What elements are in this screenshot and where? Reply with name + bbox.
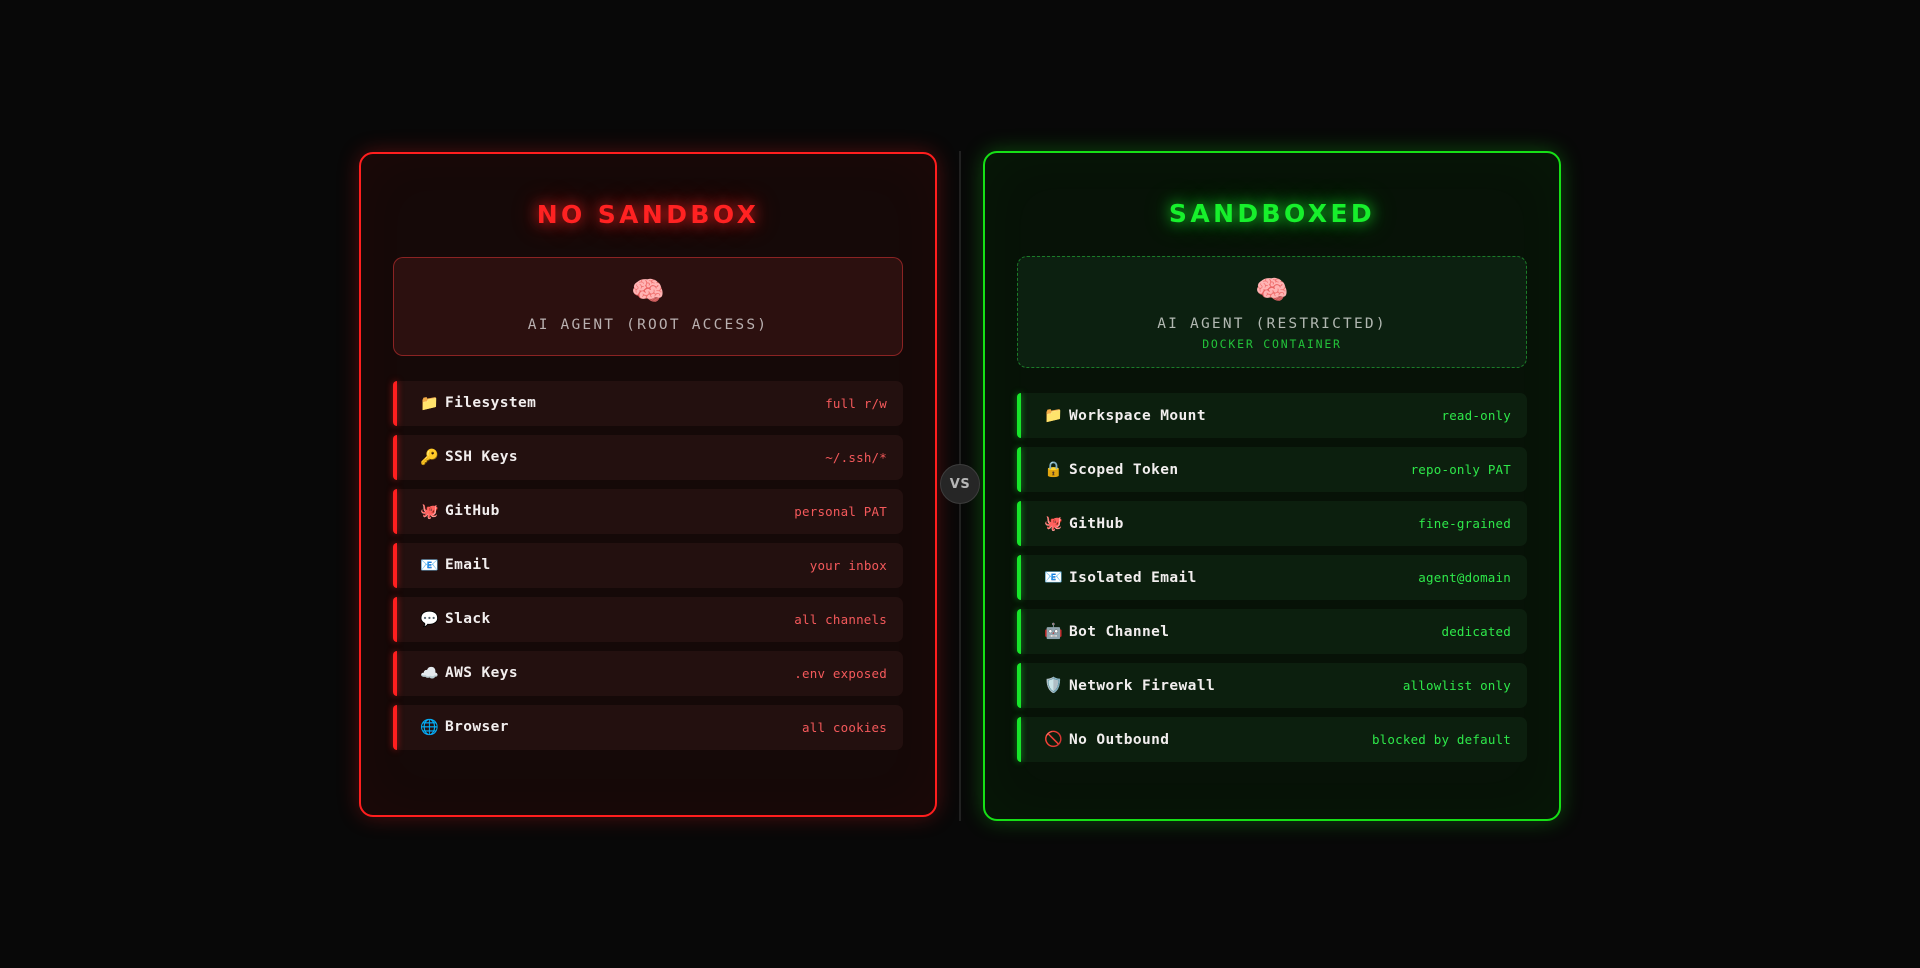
resource-label: GitHub — [1069, 515, 1124, 532]
prohibited-icon: 🚫 — [1044, 730, 1063, 748]
resource-label: Email — [445, 557, 491, 573]
brain-icon: 🧠 — [1255, 275, 1289, 306]
resource-row[interactable]: 🐙 GitHub fine-grained — [1017, 501, 1527, 546]
vs-badge: VS — [940, 464, 980, 504]
resource-value: all cookies — [802, 719, 887, 735]
resource-row[interactable]: 🛡️ Network Firewall allowlist only — [1017, 663, 1527, 708]
resource-row[interactable]: 💬 Slack all channels — [393, 596, 903, 642]
resource-value: personal PAT — [794, 503, 887, 519]
resource-label: Bot Channel — [1069, 623, 1170, 640]
resource-value: .env exposed — [794, 665, 887, 681]
resource-value: ~/.ssh/* — [825, 449, 887, 465]
no-sandbox-title: NO SANDBOX — [536, 199, 760, 229]
sandboxed-agent-box: 🧠 AI AGENT (RESTRICTED) DOCKER CONTAINER — [1017, 256, 1527, 368]
folder-icon: 📁 — [1044, 406, 1063, 424]
resource-value: repo-only PAT — [1410, 462, 1511, 477]
resource-row[interactable]: 🔑 SSH Keys ~/.ssh/* — [393, 434, 903, 480]
resource-value: blocked by default — [1371, 732, 1511, 747]
resource-row[interactable]: 📁 Filesystem full r/w — [393, 380, 903, 426]
resource-row[interactable]: 🤖 Bot Channel dedicated — [1017, 609, 1527, 654]
no-sandbox-panel: NO SANDBOX 🧠 AI AGENT (ROOT ACCESS) 📁 Fil… — [359, 151, 937, 817]
globe-icon: 🌐 — [420, 717, 439, 736]
resource-label: AWS Keys — [445, 665, 519, 681]
octopus-icon: 🐙 — [1044, 514, 1063, 532]
sandboxed-row-list: 📁 Workspace Mount read-only 🔒 Scoped Token re… — [1017, 393, 1527, 762]
cloud-icon: ☁️ — [420, 663, 439, 682]
no-sandbox-agent-box: 🧠 AI AGENT (ROOT ACCESS) — [393, 256, 903, 356]
resource-value: your inbox — [809, 557, 887, 573]
sandboxed-panel: SANDBOXED 🧠 AI AGENT (RESTRICTED) DOCKER… — [983, 151, 1561, 821]
resource-label: SSH Keys — [445, 449, 519, 465]
resource-row[interactable]: 🚫 No Outbound blocked by default — [1017, 717, 1527, 762]
folder-icon: 📁 — [420, 393, 439, 412]
resource-label: Scoped Token — [1069, 461, 1179, 478]
robot-icon: 🤖 — [1044, 622, 1063, 640]
envelope-icon: 📧 — [1044, 568, 1063, 586]
resource-row[interactable]: 📧 Email your inbox — [393, 542, 903, 588]
no-sandbox-agent-label: AI AGENT (ROOT ACCESS) — [527, 316, 769, 333]
resource-label: Network Firewall — [1069, 677, 1216, 694]
resource-row[interactable]: 🐙 GitHub personal PAT — [393, 488, 903, 534]
shield-icon: 🛡️ — [1044, 676, 1063, 694]
no-sandbox-row-list: 📁 Filesystem full r/w 🔑 SSH Keys ~/.ssh/* 🐙 Git… — [393, 380, 903, 750]
resource-label: Isolated Email — [1069, 569, 1197, 586]
resource-label: Filesystem — [445, 395, 537, 411]
resource-value: allowlist only — [1402, 678, 1511, 693]
brain-icon: 🧠 — [631, 275, 665, 307]
resource-label: Slack — [445, 611, 491, 627]
resource-row[interactable]: 📧 Isolated Email agent@domain — [1017, 555, 1527, 600]
resource-label: Workspace Mount — [1069, 407, 1206, 424]
octopus-icon: 🐙 — [420, 501, 439, 520]
speech-balloon-icon: 💬 — [420, 609, 439, 628]
lock-icon: 🔒 — [1044, 460, 1063, 478]
resource-row[interactable]: 📁 Workspace Mount read-only — [1017, 393, 1527, 438]
key-icon: 🔑 — [420, 447, 439, 466]
resource-label: GitHub — [445, 503, 500, 519]
resource-row[interactable]: 🌐 Browser all cookies — [393, 704, 903, 750]
resource-value: read-only — [1441, 408, 1511, 423]
envelope-icon: 📧 — [420, 555, 439, 574]
resource-label: No Outbound — [1069, 731, 1170, 748]
resource-row[interactable]: 🔒 Scoped Token repo-only PAT — [1017, 447, 1527, 492]
sandboxed-title: SANDBOXED — [1168, 199, 1376, 228]
resource-value: all channels — [794, 611, 887, 627]
sandboxed-agent-label: AI AGENT (RESTRICTED) — [1157, 316, 1387, 332]
resource-value: agent@domain — [1418, 570, 1511, 585]
resource-value: fine-grained — [1418, 516, 1511, 531]
resource-label: Browser — [445, 719, 509, 735]
docker-container-label: DOCKER CONTAINER — [1202, 337, 1342, 351]
resource-row[interactable]: ☁️ AWS Keys .env exposed — [393, 650, 903, 696]
resource-value: full r/w — [825, 395, 887, 411]
resource-value: dedicated — [1441, 624, 1511, 639]
